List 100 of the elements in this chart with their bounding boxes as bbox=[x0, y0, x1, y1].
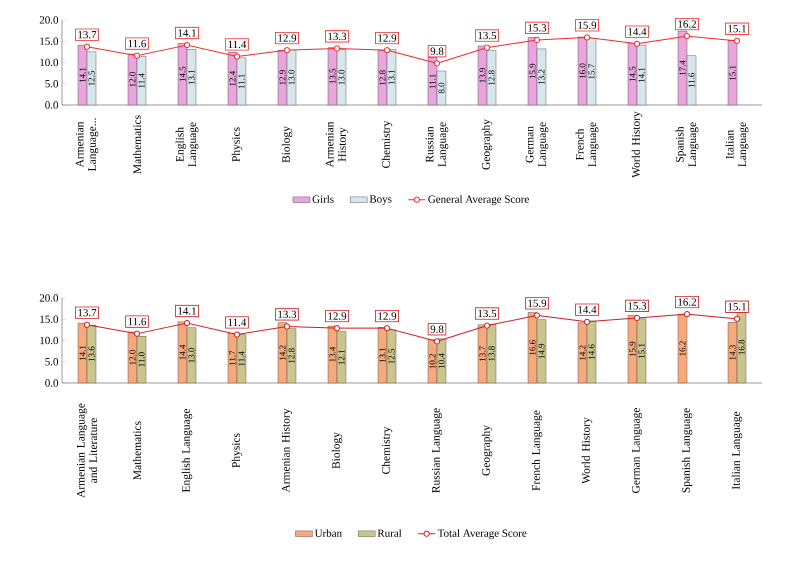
x-tick-label: Spanish Language bbox=[676, 122, 698, 167]
point bbox=[734, 38, 740, 44]
x-tick-label: Geography bbox=[482, 425, 492, 476]
data-label: 12.9 bbox=[328, 312, 346, 320]
x-tick-label: Armenian Language... bbox=[76, 118, 98, 172]
data-label: 12.9 bbox=[278, 34, 296, 42]
data-label: 11.0 bbox=[138, 352, 145, 367]
data-label: 16.2 bbox=[678, 298, 696, 306]
data-label: 12.0 bbox=[129, 72, 136, 87]
x-tick-label: Physics bbox=[232, 433, 242, 468]
data-label: 13.9 bbox=[479, 68, 486, 83]
data-label: 10.4 bbox=[438, 353, 445, 368]
data-label: 16.0 bbox=[579, 63, 586, 78]
point bbox=[384, 47, 390, 54]
point bbox=[534, 312, 540, 319]
x-tick-label: Biology bbox=[332, 432, 342, 469]
data-label: 15.1 bbox=[638, 344, 645, 358]
data-label: 13.8 bbox=[488, 346, 495, 361]
data-label: 14.6 bbox=[588, 344, 595, 360]
point bbox=[334, 45, 340, 52]
x-tick-label: Italian Language bbox=[732, 412, 742, 490]
x-tick-label: Russian Language bbox=[432, 408, 442, 493]
point bbox=[484, 322, 490, 329]
legend-label: Boys bbox=[370, 195, 392, 205]
bar bbox=[678, 314, 688, 384]
legend-label: Total Average Score bbox=[438, 529, 526, 540]
data-label: 14.2 bbox=[279, 345, 286, 360]
x-tick-label: English Language bbox=[176, 122, 198, 167]
data-label: 14.5 bbox=[179, 66, 186, 82]
point bbox=[434, 60, 440, 66]
x-tick-label: Spanish Language bbox=[682, 408, 692, 492]
data-label: 11.6 bbox=[128, 318, 146, 326]
data-label: 16.8 bbox=[738, 340, 745, 354]
data-label: 14.1 bbox=[178, 29, 196, 37]
data-label: 14.1 bbox=[638, 68, 645, 82]
point bbox=[84, 322, 90, 328]
data-label: 12.8 bbox=[288, 348, 295, 363]
data-label: 12.9 bbox=[378, 34, 396, 42]
data-label: 15.7 bbox=[588, 64, 595, 79]
y-tick-label: 20.0 bbox=[40, 16, 58, 24]
data-label: 11.6 bbox=[128, 40, 146, 48]
y-tick-label: 0.0 bbox=[45, 379, 58, 387]
point bbox=[434, 338, 440, 344]
data-label: 14.4 bbox=[179, 344, 186, 360]
point bbox=[634, 314, 640, 322]
data-label: 16.2 bbox=[678, 20, 696, 28]
data-label: 12.8 bbox=[488, 70, 495, 85]
point bbox=[484, 44, 490, 51]
point bbox=[584, 318, 590, 325]
data-label: 14.1 bbox=[79, 68, 86, 82]
data-label: 13.5 bbox=[329, 68, 336, 84]
data-label: 8.0 bbox=[438, 82, 445, 94]
data-label: 14.4 bbox=[578, 306, 596, 314]
point bbox=[234, 53, 240, 60]
data-label: 13.5 bbox=[478, 32, 496, 40]
data-label: 14.1 bbox=[79, 346, 86, 360]
data-label: 15.9 bbox=[578, 22, 596, 30]
point bbox=[184, 320, 190, 326]
point bbox=[384, 325, 390, 332]
data-label: 9.8 bbox=[430, 326, 444, 333]
data-label: 15.1 bbox=[728, 303, 746, 310]
data-label: 13.1 bbox=[188, 70, 195, 84]
data-label: 14.4 bbox=[628, 28, 646, 36]
data-label: 11.1 bbox=[238, 74, 245, 88]
point bbox=[134, 330, 140, 337]
data-label: 11.4 bbox=[228, 318, 246, 326]
data-label: 12.9 bbox=[378, 312, 396, 320]
data-label: 12.5 bbox=[88, 70, 95, 86]
data-label: 14.3 bbox=[729, 345, 736, 360]
data-label: 11.4 bbox=[138, 73, 145, 88]
data-label: 13.6 bbox=[88, 346, 95, 362]
y-tick-label: 15.0 bbox=[40, 38, 58, 45]
data-label: 16.6 bbox=[529, 340, 536, 355]
y-tick-label: 20.0 bbox=[40, 294, 58, 302]
x-tick-label: Geography bbox=[482, 119, 492, 170]
y-tick-label: 5.0 bbox=[45, 358, 58, 366]
point bbox=[134, 52, 140, 59]
point bbox=[84, 44, 90, 50]
data-label: 11.4 bbox=[228, 40, 246, 48]
data-label: 15.1 bbox=[728, 25, 746, 32]
point bbox=[184, 42, 190, 48]
point bbox=[734, 316, 740, 322]
data-label: 13.0 bbox=[188, 348, 195, 362]
data-label: 15.3 bbox=[528, 24, 546, 32]
data-label: 12.0 bbox=[129, 350, 136, 365]
data-label: 13.2 bbox=[538, 70, 545, 84]
data-label: 14.2 bbox=[579, 345, 586, 360]
legend-label: General Average Score bbox=[428, 195, 529, 206]
point bbox=[334, 325, 340, 332]
x-tick-label: French Language bbox=[576, 122, 598, 167]
x-tick-label: German Language bbox=[526, 122, 548, 167]
data-label: 13.3 bbox=[328, 32, 346, 40]
legend-label: Rural bbox=[378, 529, 402, 537]
bar bbox=[728, 40, 738, 106]
data-label: 12.9 bbox=[279, 70, 286, 85]
data-label: 12.1 bbox=[338, 350, 345, 364]
x-tick-label: Mathematics bbox=[132, 115, 142, 174]
x-tick-label: Mathematics bbox=[132, 421, 142, 480]
data-label: 11.7 bbox=[229, 350, 236, 366]
data-label: 9.8 bbox=[430, 48, 444, 55]
